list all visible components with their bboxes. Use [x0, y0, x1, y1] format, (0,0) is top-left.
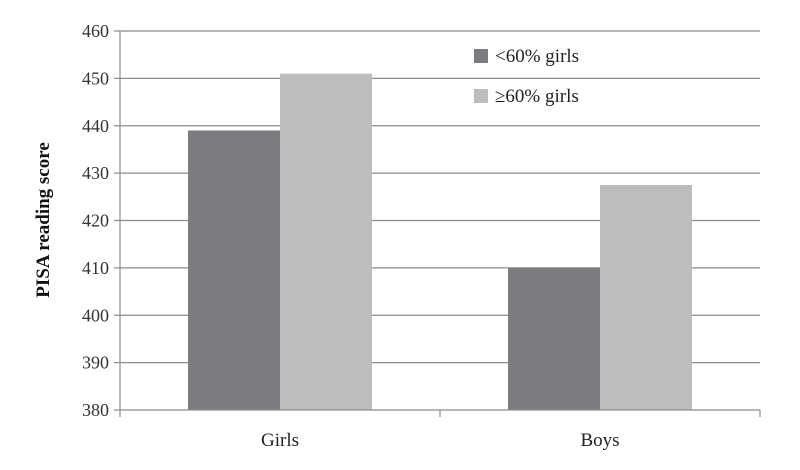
legend-swatch — [474, 89, 488, 103]
y-tick-label: 430 — [82, 163, 109, 183]
bars — [188, 73, 692, 411]
bar-boys-series-2 — [600, 184, 692, 410]
x-category-label: Boys — [580, 430, 619, 451]
bar-girls-series-1 — [188, 130, 280, 411]
bar-girls-series-2 — [280, 73, 372, 410]
y-axis-title: PISA reading score — [33, 142, 54, 298]
y-tick-label: 440 — [82, 116, 109, 136]
x-category-labels: Girls Boys — [261, 430, 620, 451]
y-tick-label: 420 — [82, 211, 109, 231]
y-tick-label: 400 — [82, 305, 109, 325]
y-tick-label: 410 — [82, 258, 109, 278]
y-tick-label: 390 — [82, 353, 109, 373]
legend-label: <60% girls — [495, 46, 579, 67]
y-tick-label: 380 — [82, 400, 109, 420]
legend: <60% girls ≥60% girls — [474, 46, 579, 107]
legend-swatch — [474, 49, 488, 63]
y-tick-label: 450 — [82, 68, 109, 88]
x-category-label: Girls — [261, 430, 299, 451]
y-tick-labels: 380 390 400 410 420 430 440 450 460 — [82, 21, 120, 420]
bar-boys-series-1 — [508, 267, 600, 410]
y-tick-label: 460 — [82, 21, 109, 41]
legend-label: ≥60% girls — [495, 86, 579, 107]
